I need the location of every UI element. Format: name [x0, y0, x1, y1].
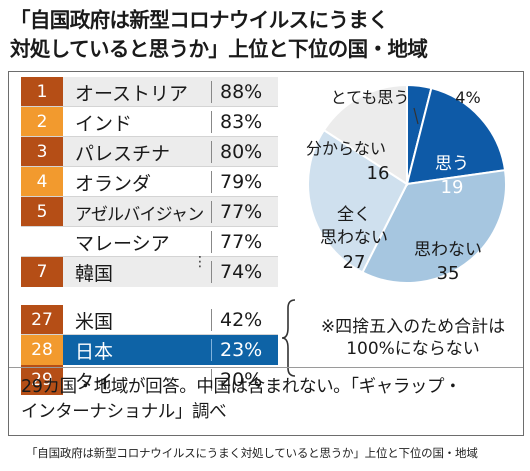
slice-label-good: 思う — [435, 154, 469, 174]
pie-slice-unknown — [322, 83, 408, 186]
slice-value-very-good: 4% — [455, 88, 480, 107]
source-caption: 29カ国・地域が回答。中国は含まれない。「ギャラップ・ インターナショナル」調べ — [21, 375, 513, 425]
slice-label-unknown: 分からない — [306, 139, 386, 158]
percent-value: 42% — [220, 309, 263, 331]
slice-label-very-good: とても思う — [331, 88, 410, 107]
table-row: 7 韓国 74% — [21, 257, 278, 287]
column-divider — [211, 111, 212, 133]
percent-value: 74% — [220, 261, 263, 283]
column-divider — [211, 339, 212, 361]
country-name: 日本 — [75, 340, 114, 363]
country-name: 韓国 — [75, 262, 114, 285]
chart-frame: 1 オーストリア 88% 2 インド 83% 3 パレスチナ 80% 4 オランダ 79% 5 アゼルバイ… — [8, 71, 524, 436]
country-name: アゼルバイジャン — [75, 204, 204, 225]
slice-label-very-bad-2: 思わない — [320, 228, 388, 248]
rank-number — [21, 227, 63, 257]
column-divider — [211, 261, 212, 283]
percent-value: 20% — [220, 369, 263, 391]
table-row: 5 アゼルバイジャン 77% — [21, 197, 278, 227]
caption-line-1: 29カ国・地域が回答。中国は含まれない。「ギャラップ・ — [21, 377, 462, 397]
percent-value: 23% — [220, 339, 263, 361]
pie-slice-very-bad — [307, 128, 409, 274]
country-name: マレーシア — [75, 232, 170, 255]
column-divider — [211, 81, 212, 103]
table-row: 28 日本 23% — [21, 335, 278, 365]
rank-number: 27 — [21, 305, 63, 335]
chart-title: 「自国政府は新型コロナウイルスにうまく 対処していると思うか」上位と下位の国・地… — [10, 6, 522, 64]
slice-value-very-bad: 27 — [343, 252, 366, 273]
table-row: 27 米国 42% — [21, 305, 278, 335]
percent-value: 77% — [220, 201, 263, 223]
note-line-1: ※四捨五入のため合計は — [320, 317, 506, 337]
rank-number: 7 — [21, 257, 63, 287]
country-name: 米国 — [75, 310, 114, 333]
table-row: 2 インド 83% — [21, 107, 278, 137]
pie-slice-good — [405, 86, 507, 186]
slice-value-bad: 35 — [437, 263, 460, 284]
caption-line-2: インターナショナル」調べ — [21, 402, 227, 422]
percent-value: 80% — [220, 141, 263, 163]
slice-value-good: 19 — [441, 177, 464, 198]
percent-value: 88% — [220, 81, 263, 103]
rank-number: 28 — [21, 335, 63, 365]
table-row: 4 オランダ 79% — [21, 167, 278, 197]
divider — [9, 367, 523, 368]
leader-line — [413, 107, 419, 125]
rank-number: 1 — [21, 77, 63, 107]
slice-label-bad: 思わない — [414, 240, 482, 260]
country-name: オランダ — [75, 172, 152, 195]
rank-number: 29 — [21, 365, 63, 395]
slice-label-very-bad-1: 全く — [337, 205, 371, 225]
country-name: インド — [75, 112, 133, 135]
column-divider — [211, 231, 212, 253]
rank-number: 3 — [21, 137, 63, 167]
table-row: マレーシア 77% — [21, 227, 278, 257]
rank-number: 2 — [21, 107, 63, 137]
country-name: オーストリア — [75, 82, 189, 105]
image-caption: 「自国政府は新型コロナウイルスにうまく対処していると思うか」上位と下位の国・地域 — [26, 446, 478, 460]
note-line-2: 100%にならない — [346, 339, 480, 359]
country-name: パレスチナ — [75, 142, 171, 165]
rounding-note: ※四捨五入のため合計は 100%にならない — [307, 316, 519, 360]
table-row: 3 パレスチナ 80% — [21, 137, 278, 167]
column-divider — [211, 171, 212, 193]
table-row: 1 オーストリア 88% — [21, 77, 278, 107]
column-divider — [211, 369, 212, 391]
column-divider — [211, 201, 212, 223]
ellipsis-mark: ⋮ — [193, 254, 207, 270]
column-divider — [211, 141, 212, 163]
percent-value: 77% — [220, 231, 263, 253]
country-name: タイ — [75, 370, 114, 393]
table-row: 29 タイ 20% — [21, 365, 278, 395]
slice-value-unknown: 16 — [367, 163, 390, 184]
percent-value: 79% — [220, 171, 263, 193]
title-line-2: 対処していると思うか」上位と下位の国・地域 — [10, 37, 428, 61]
brace-icon — [281, 299, 296, 377]
rank-number: 4 — [21, 167, 63, 197]
title-line-1: 「自国政府は新型コロナウイルスにうまく — [10, 8, 389, 32]
pie-slice-bad — [361, 169, 507, 284]
column-divider — [211, 309, 212, 331]
rank-number: 5 — [21, 197, 63, 227]
percent-value: 83% — [220, 111, 263, 133]
